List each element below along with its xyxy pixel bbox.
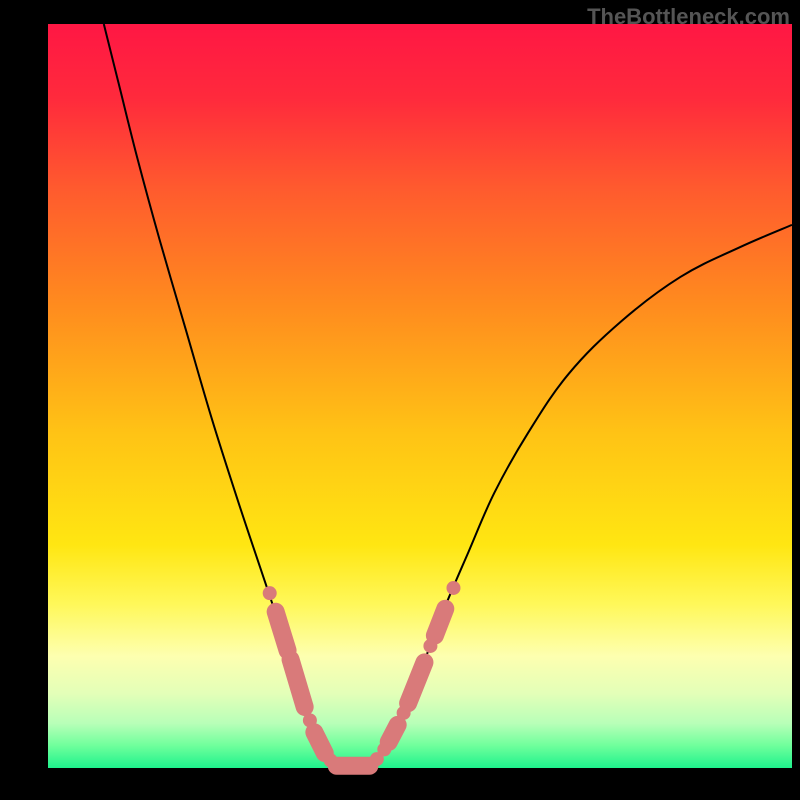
- marker-dot: [446, 581, 460, 595]
- watermark-text: TheBottleneck.com: [587, 4, 790, 30]
- marker-pill: [389, 725, 398, 742]
- marker-pill: [314, 732, 324, 753]
- marker-pill: [276, 612, 288, 651]
- chart-container: TheBottleneck.com: [0, 0, 800, 800]
- bottleneck-chart: [0, 0, 800, 800]
- plot-area: [48, 24, 792, 768]
- marker-dot: [263, 586, 277, 600]
- marker-pill: [435, 609, 445, 636]
